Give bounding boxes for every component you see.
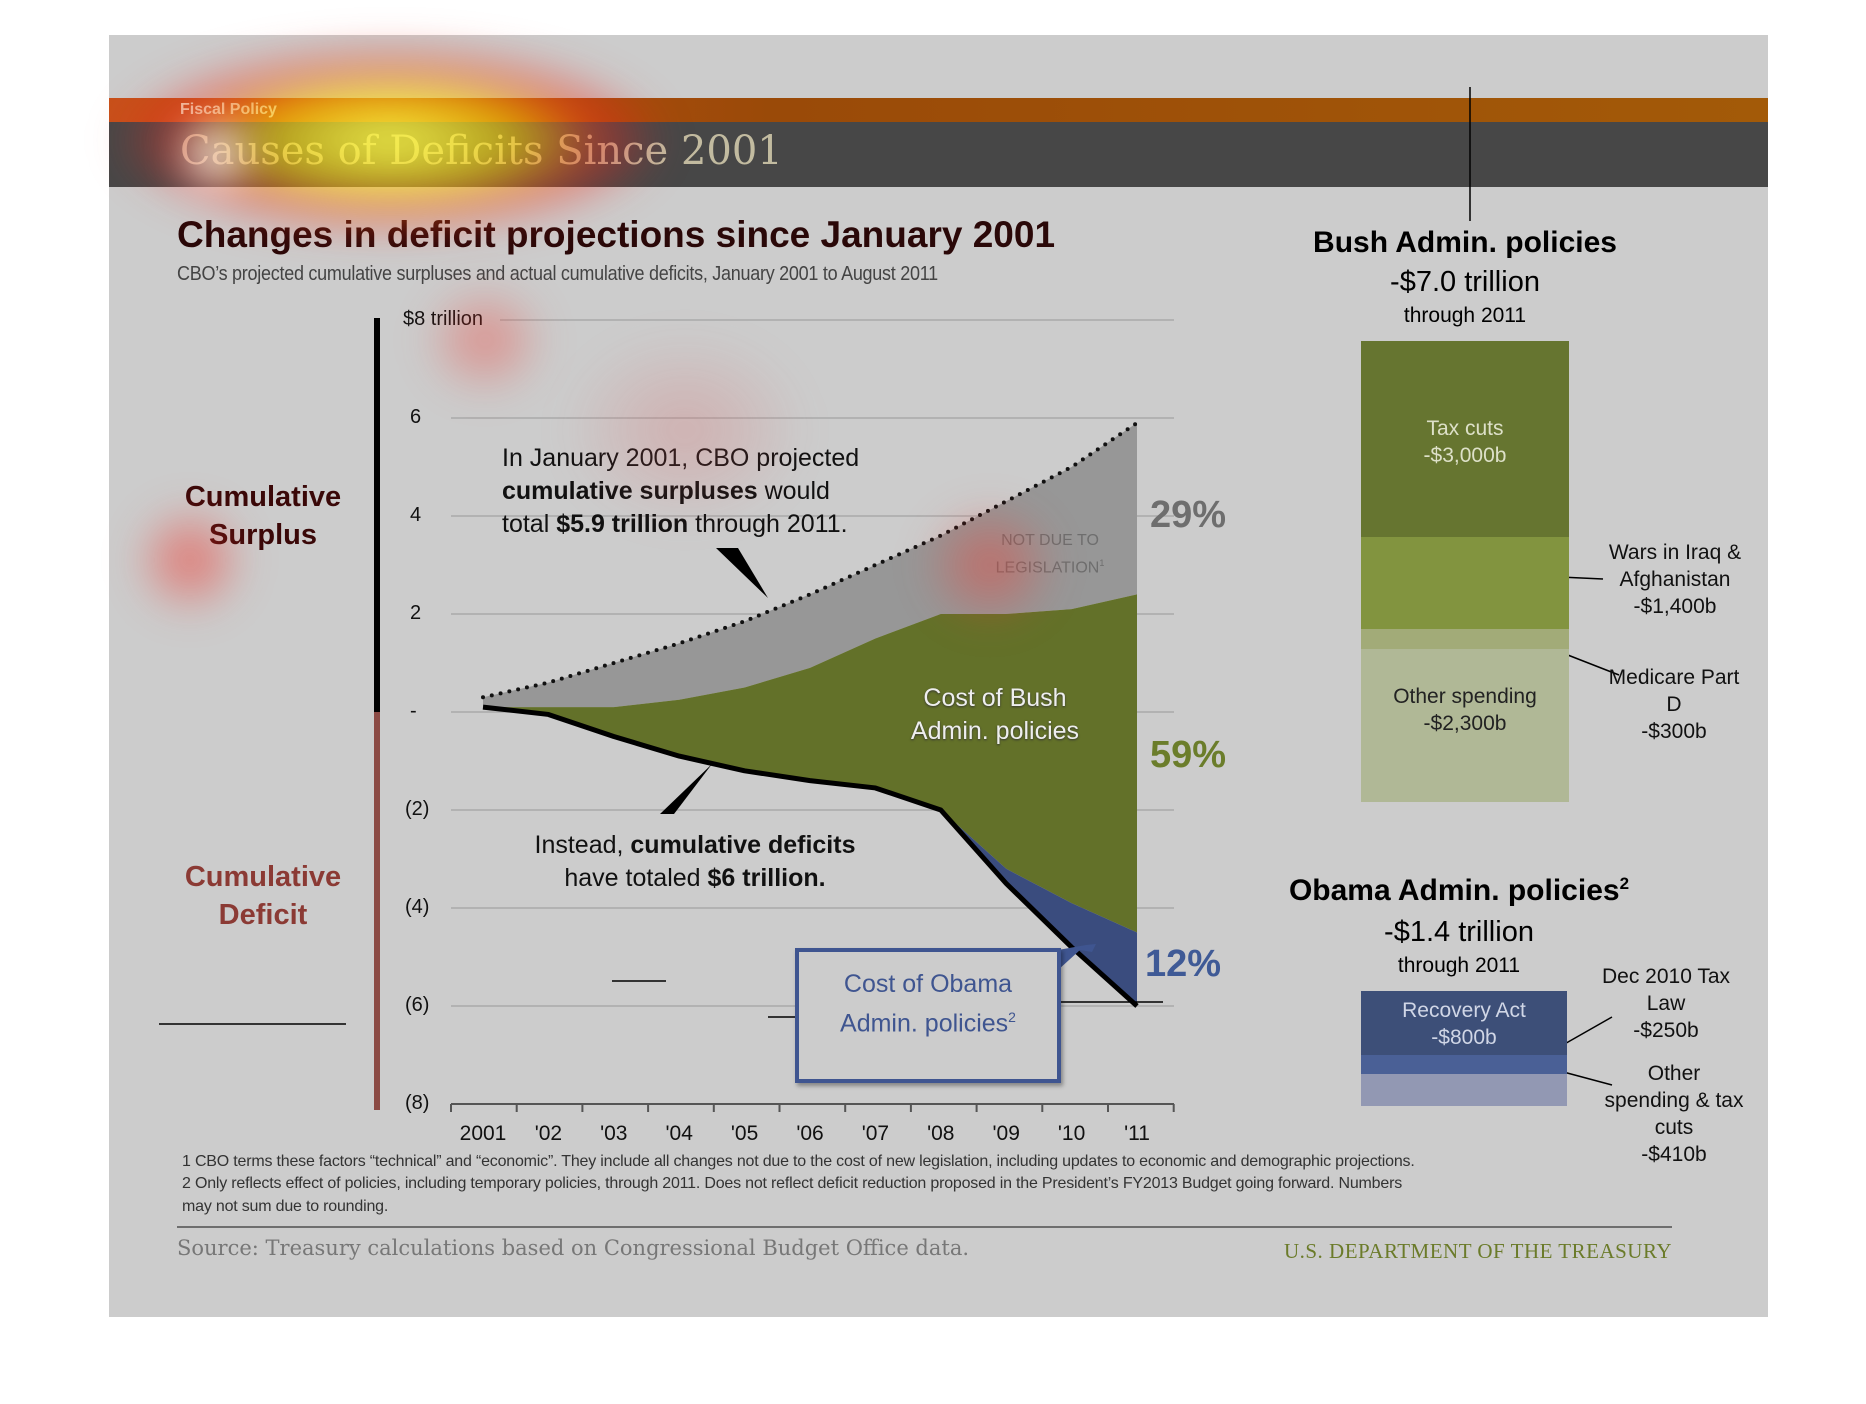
y-tick-label: $8 trillion — [403, 308, 484, 330]
annotation-bold: cumulative surpluses — [502, 477, 758, 505]
annotation-text: Instead, — [534, 831, 631, 859]
footnote-1: 1 CBO terms these factors “technical” an… — [182, 1153, 1415, 1170]
annotation-text: through 2011. — [688, 510, 848, 538]
bush-segment-other: Other spending -$2,300b — [1361, 649, 1569, 802]
x-tick-label: '08 — [927, 1122, 955, 1145]
annotation-pointer — [716, 548, 768, 598]
footnote-ref: 1 — [1099, 558, 1105, 568]
x-tick-label: '10 — [1057, 1122, 1086, 1145]
x-tick-label: '11 — [1124, 1122, 1150, 1145]
obama-cost-callout: Cost of Obama Admin. policies2 — [795, 948, 1061, 1083]
treasury-wordmark: U.S. DEPARTMENT OF THE TREASURY — [1283, 1239, 1672, 1263]
segment-label: Tax cuts -$3,000b — [1423, 417, 1507, 467]
y-tick-label: (2) — [405, 798, 430, 820]
segment-label: Recovery Act -$800b — [1402, 999, 1526, 1049]
share-bush: 59% — [1150, 734, 1227, 776]
chart-subtitle: CBO’s projected cumulative surpluses and… — [177, 263, 938, 285]
x-tick-label: '07 — [861, 1122, 890, 1145]
segment-label: Other spending -$2,300b — [1393, 685, 1537, 735]
bush-segment-medicare — [1361, 629, 1569, 649]
cumulative-deficit-label: Cumulative Deficit — [184, 861, 342, 931]
projected-surplus-annotation: In January 2001, CBO projected cumulativ… — [502, 442, 859, 541]
annotation-bold: cumulative deficits — [630, 831, 856, 859]
x-tick-label: '05 — [730, 1122, 759, 1145]
actual-deficit-line — [482, 704, 1139, 1008]
x-tick-label: '09 — [992, 1122, 1020, 1145]
y-tick-label: 4 — [410, 504, 422, 526]
actual-deficit-annotation: Instead, cumulative deficits have totale… — [470, 829, 920, 895]
x-tick-label: '04 — [665, 1122, 693, 1145]
y-tick-label: (8) — [405, 1092, 430, 1114]
share-not-legislation: 29% — [1150, 494, 1227, 536]
obama-segment-tax-law — [1361, 1055, 1567, 1074]
y-tick-label: 6 — [410, 406, 422, 428]
annotation-bold: $6 trillion. — [707, 864, 826, 892]
y-tick-label: - — [410, 700, 417, 722]
wars-label: Wars in Iraq & Afghanistan -$1,400b — [1608, 541, 1742, 618]
x-tick-label: '06 — [796, 1122, 824, 1145]
obama-period: through 2011 — [1397, 954, 1521, 977]
footnote-2-cont: may not sum due to rounding. — [182, 1198, 389, 1215]
not-due-to-legislation-label: NOT DUE TO LEGISLATION1 — [980, 530, 1120, 579]
annotation-text: would — [757, 477, 830, 505]
footnote-ref: 2 — [1008, 1009, 1016, 1025]
other-spending-tax-cuts-label: Other spending & tax cuts -$410b — [1604, 1062, 1744, 1166]
obama-total: -$1.4 trillion — [1384, 916, 1534, 948]
bush-cost-area-label: Cost of Bush Admin. policies — [910, 684, 1080, 745]
cumulative-surplus-label: Cumulative Surplus — [184, 481, 342, 551]
callout-text: Cost of Obama Admin. policies — [840, 970, 1013, 1038]
callout-pointer — [1058, 944, 1096, 970]
label-text: NOT DUE TO LEGISLATION — [995, 532, 1100, 577]
bush-segment-wars — [1361, 537, 1569, 629]
annotation-text: have totaled — [564, 864, 708, 892]
obama-segment-recovery-act: Recovery Act -$800b — [1361, 991, 1567, 1055]
area-bush-policies — [483, 594, 1137, 933]
annotation-bold: $5.9 trillion — [556, 510, 689, 538]
x-tick-label: 2001 — [459, 1122, 507, 1145]
annotation-pointer — [660, 764, 712, 814]
x-tick-label: '03 — [600, 1122, 628, 1145]
bush-total: -$7.0 trillion — [1390, 266, 1540, 298]
obama-segment-other — [1361, 1074, 1567, 1106]
source-note: Source: Treasury calculations based on C… — [177, 1236, 970, 1260]
share-obama: 12% — [1145, 943, 1222, 985]
y-tick-label: (4) — [405, 896, 430, 918]
obama-breakdown-title: Obama Admin. policies2 — [1288, 874, 1630, 907]
medicare-label: Medicare Part D -$300b — [1608, 666, 1740, 743]
x-tick-label: '02 — [534, 1122, 563, 1145]
annotation-text: total — [502, 510, 557, 538]
tax-law-label: Dec 2010 Tax Law -$250b — [1601, 965, 1731, 1042]
annotation-text: In January 2001, CBO projected — [502, 444, 860, 472]
y-tick-label: (6) — [405, 994, 430, 1016]
y-tick-label: 2 — [410, 602, 422, 624]
projected-surplus-line — [481, 420, 1139, 700]
bush-segment-tax-cuts: Tax cuts -$3,000b — [1361, 341, 1569, 537]
bush-period: through 2011 — [1403, 304, 1527, 327]
bush-breakdown-title: Bush Admin. policies — [1313, 226, 1617, 259]
footer-divider — [177, 1226, 1672, 1228]
footnote-2: 2 Only reflects effect of policies, incl… — [182, 1175, 1403, 1192]
